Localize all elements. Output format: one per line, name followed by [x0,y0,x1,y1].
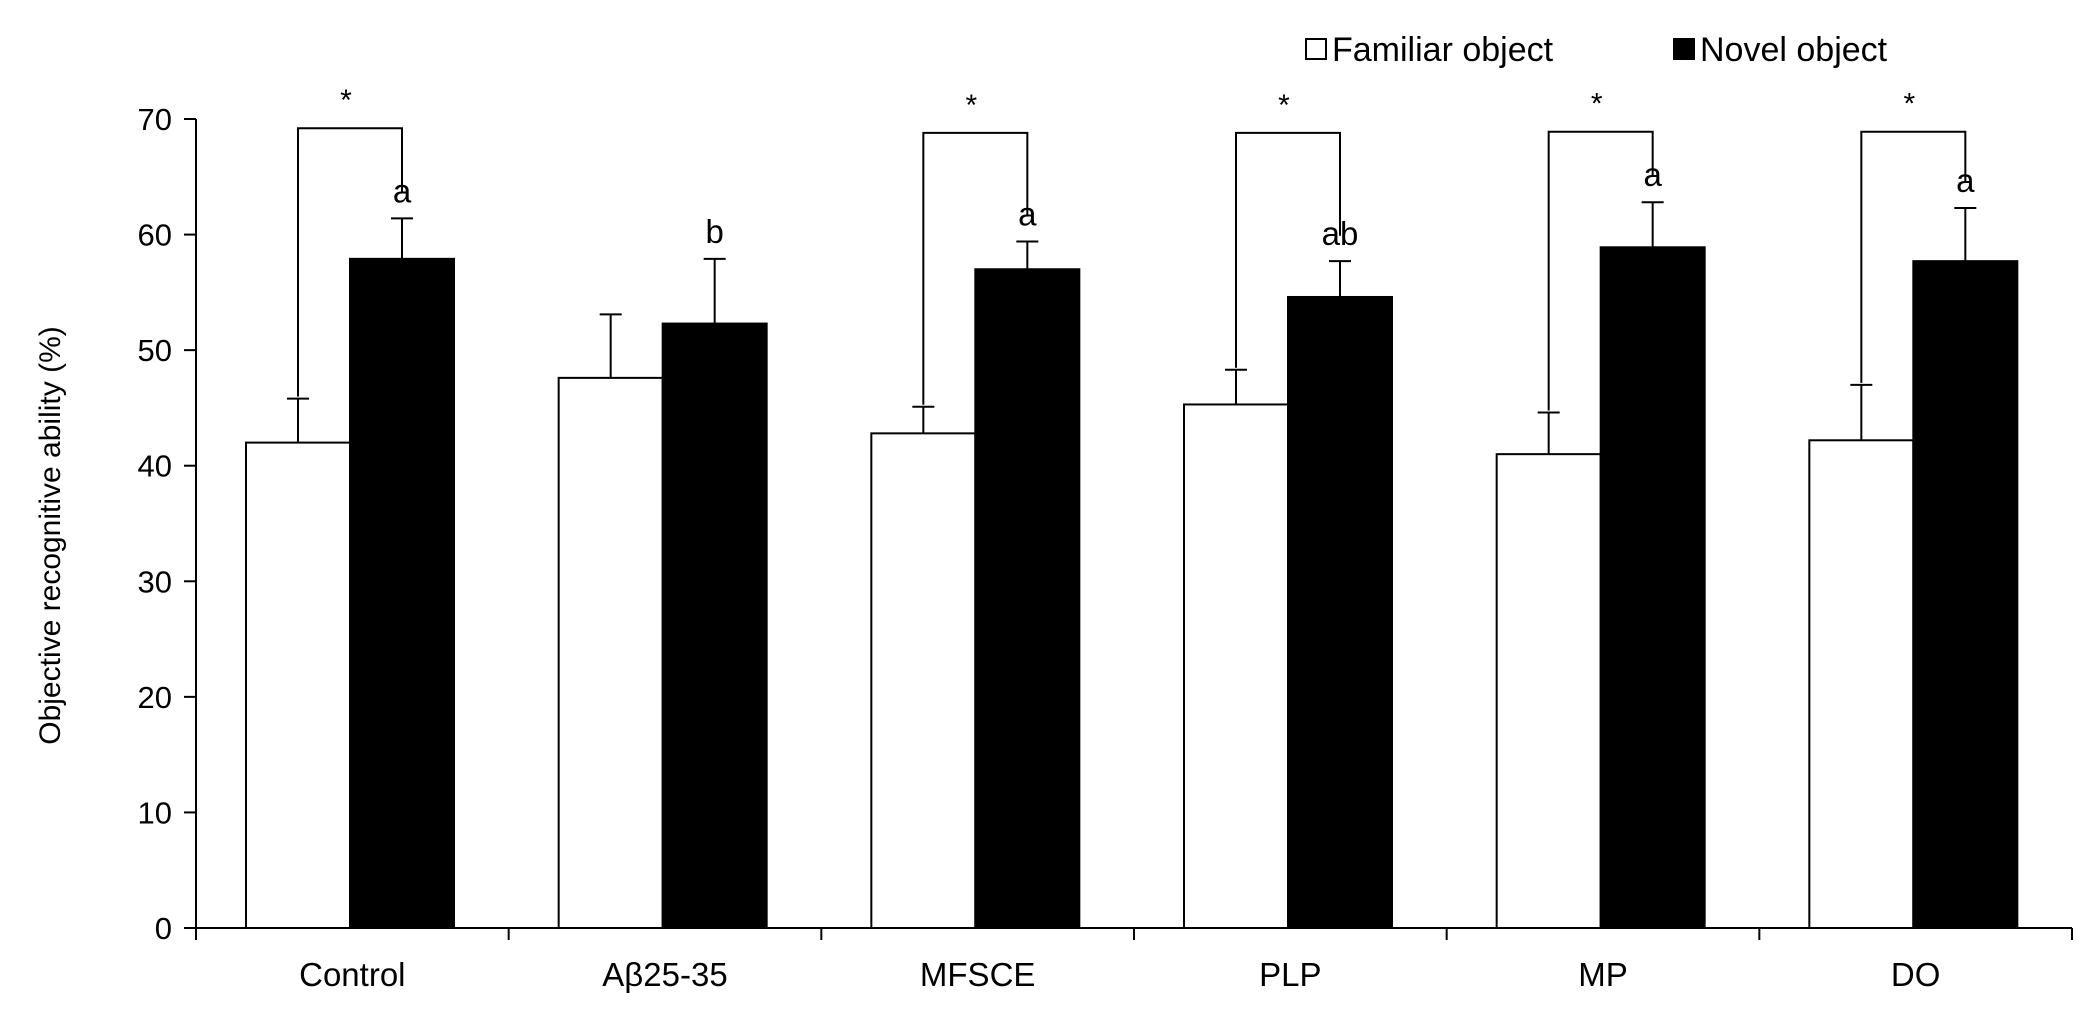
bar-novel [349,257,455,929]
significance-star: * [340,84,352,117]
significance-bracket [922,131,1029,405]
bar-familiar [1808,439,1915,929]
significance-bracket [297,127,403,397]
significance-bracket [1235,131,1341,368]
legend-swatch-novel [1673,38,1695,60]
x-category-label: MP [1578,956,1628,993]
y-tick-label-60: 60 [138,218,172,253]
legend-label-familiar: Familiar object [1332,31,1554,69]
y-tick-label-40: 40 [138,449,172,484]
bar-novel [1912,260,2019,930]
x-category-label: Control [299,956,405,993]
bar-familiar [1495,453,1602,929]
y-tick-label-0: 0 [155,911,172,946]
y-axis-title: Objective recognitive ability (%) [34,326,67,745]
y-tick-label-20: 20 [138,680,172,715]
x-category-label: DO [1891,956,1941,993]
bar-familiar [557,376,664,929]
x-category-label: MFSCE [920,956,1036,993]
x-category-label: PLP [1259,956,1321,993]
bar-novel [974,268,1081,929]
legend-swatch-familiar [1305,38,1327,60]
bar-novel [1287,295,1393,930]
bar-familiar [245,441,351,929]
bar-novel [1599,246,1706,929]
y-tick-label-10: 10 [138,795,172,830]
y-tick-label-70: 70 [138,102,172,137]
bar-novel [661,322,768,930]
y-axis: 0 10 20 30 40 50 60 70 [138,102,197,946]
y-tick-label-30: 30 [138,564,172,599]
significance-star: * [1278,89,1290,122]
y-tick-label-50: 50 [138,333,172,368]
significance-letter: b [705,213,723,250]
bar-familiar [1183,403,1289,929]
bar-familiar [870,432,977,929]
x-axis: Control Aβ25-35 MFSCE PLP MP DO [195,927,2073,993]
legend: Familiar object Novel object [1305,31,1888,69]
x-category-label: Aβ25-35 [602,956,727,993]
significance-star: * [965,89,977,122]
significance-star: * [1903,88,1915,121]
legend-label-novel: Novel object [1700,31,1888,69]
significance-bracket [1547,130,1654,411]
significance-star: * [1591,88,1603,121]
significance-bracket [1860,130,1967,383]
bars [245,201,2019,930]
